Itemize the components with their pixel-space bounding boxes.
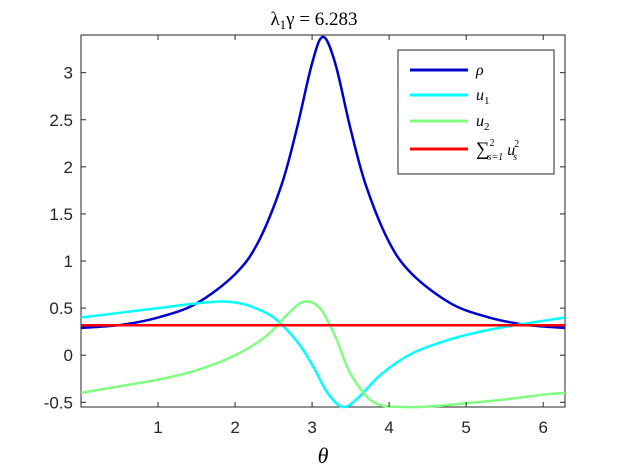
y-tick-label: 2.5 — [49, 111, 73, 130]
x-tick-label: 3 — [307, 418, 316, 437]
series-line-u2 — [80, 300, 566, 409]
y-tick-label: 0 — [64, 346, 73, 365]
y-tick-label: 3 — [64, 64, 73, 83]
x-tick-label: 6 — [538, 418, 547, 437]
x-axis-ticks: 1 2 3 4 5 6 — [153, 35, 548, 437]
y-tick-label: 1 — [64, 252, 73, 271]
legend-label-u2: u2 — [476, 113, 490, 133]
legend-label-rho: ρ — [475, 62, 484, 79]
y-tick-label: 2 — [64, 158, 73, 177]
x-tick-label: 1 — [153, 418, 162, 437]
legend-label-u1: u1 — [476, 87, 490, 107]
legend-label-usum: ∑2 s=1 u2 s — [476, 138, 519, 163]
y-tick-label: 1.5 — [49, 205, 73, 224]
chart-title: λ1γ = 6.283 — [270, 9, 357, 32]
curves — [80, 35, 566, 409]
y-tick-label: 0.5 — [49, 299, 73, 318]
legend: ρ u1 u2 ∑2 s=1 u2 s — [397, 49, 555, 175]
y-axis-ticks: -0.5 0 0.5 1 1.5 2 2.5 3 — [44, 64, 565, 412]
sigma-glyph: ∑ — [476, 139, 490, 160]
x-tick-label: 4 — [384, 418, 393, 437]
series-line-u1 — [80, 300, 566, 409]
y-tick-label: -0.5 — [44, 393, 73, 412]
x-tick-label: 2 — [230, 418, 239, 437]
x-axis-label: θ — [318, 443, 329, 468]
x-tick-label: 5 — [461, 418, 470, 437]
